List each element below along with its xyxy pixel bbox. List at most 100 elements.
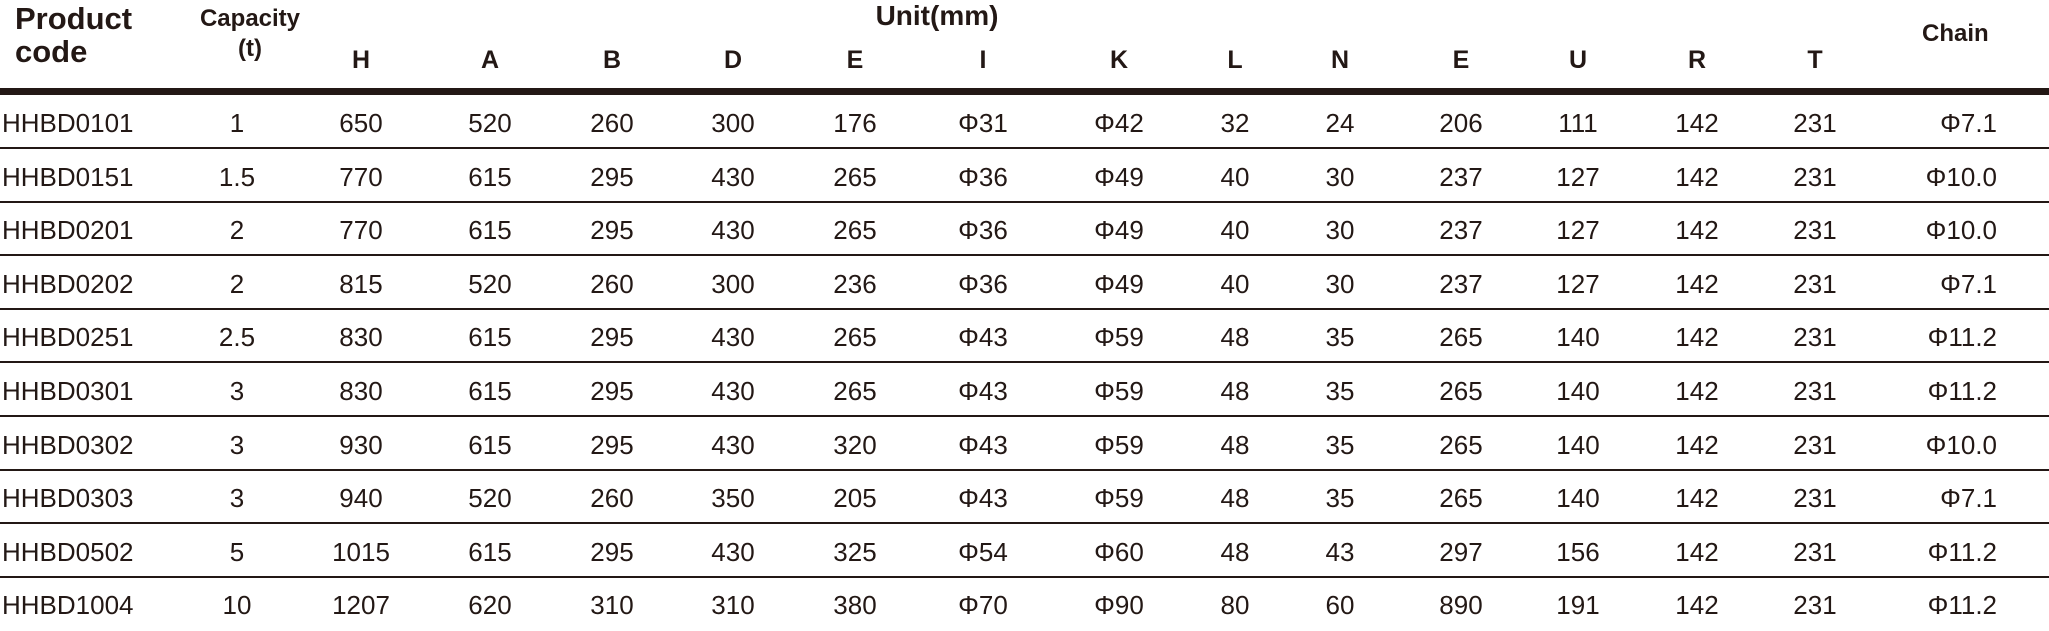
- header-unit: Unit(mm): [875, 0, 999, 31]
- column-header: A: [480, 46, 500, 74]
- dimension-cell: 430: [711, 429, 755, 460]
- product-code-cell: HHBD0301: [2, 376, 134, 406]
- dimension-cell: 32: [1220, 108, 1250, 138]
- capacity-cell: 1.5: [218, 161, 256, 192]
- dimension-cell: 140: [1556, 376, 1600, 406]
- column-header: U: [1568, 46, 1588, 74]
- dimension-cell: 930: [339, 429, 383, 460]
- dimension-cell: 231: [1793, 429, 1837, 460]
- dimension-cell: 430: [711, 536, 755, 567]
- dimension-cell: 80: [1220, 590, 1250, 621]
- table-row: HHBD1004 10 1207 620 310 310 380 Φ70 Φ90 80 60 890 1…: [0, 577, 2049, 631]
- dimension-cell: 142: [1675, 536, 1719, 567]
- dimension-cell: 30: [1325, 161, 1355, 192]
- capacity-cell: 2: [229, 268, 245, 299]
- dimension-cell: Φ43: [958, 376, 1008, 406]
- chain-cell: Φ7.1: [1940, 108, 1997, 138]
- dimension-cell: Φ60: [1094, 536, 1144, 567]
- chain-cell: Φ11.2: [1927, 590, 1997, 621]
- column-header: E: [846, 46, 864, 74]
- dimension-cell: 140: [1556, 429, 1600, 460]
- header-capacity: Capacity (t): [200, 4, 300, 64]
- capacity-cell: 3: [229, 376, 245, 406]
- dimension-cell: 35: [1325, 429, 1355, 460]
- header-divider: [0, 88, 2049, 95]
- row-divider: [0, 522, 2049, 525]
- column-header: I: [979, 46, 987, 74]
- product-code-cell: HHBD0303: [2, 483, 134, 514]
- header-capacity-line1: Capacity: [199, 5, 301, 32]
- dimension-cell: 231: [1793, 322, 1837, 353]
- product-code-cell: HHBD0101: [2, 108, 134, 138]
- dimension-cell: 142: [1675, 429, 1719, 460]
- dimension-cell: 295: [590, 429, 634, 460]
- header-product-code-line1: Product: [15, 1, 133, 36]
- dimension-cell: 156: [1556, 536, 1600, 567]
- dimension-cell: 615: [468, 536, 512, 567]
- chain-cell: Φ10.0: [1925, 161, 1997, 192]
- dimension-cell: Φ36: [958, 268, 1008, 299]
- dimension-cell: 520: [468, 483, 512, 514]
- dimension-cell: 325: [833, 536, 877, 567]
- dimension-cell: 310: [711, 590, 755, 621]
- chain-cell: Φ11.2: [1927, 322, 1997, 353]
- column-header: E: [1452, 46, 1470, 74]
- table-row: HHBD0502 5 1015 615 295 430 325 Φ54 Φ60 48 43 297 15…: [0, 524, 2049, 578]
- row-divider: [0, 200, 2049, 203]
- table-row: HHBD0101 1 650 520 260 300 176 Φ31 Φ42 32 24 206 111…: [0, 95, 2049, 149]
- dimension-cell: 231: [1793, 108, 1837, 138]
- dimension-cell: Φ36: [958, 215, 1008, 246]
- dimension-cell: 142: [1675, 376, 1719, 406]
- dimension-cell: 30: [1325, 215, 1355, 246]
- dimension-cell: Φ59: [1094, 376, 1144, 406]
- dimension-cell: 40: [1220, 215, 1250, 246]
- product-code-cell: HHBD0151: [2, 161, 134, 192]
- dimension-cell: 231: [1793, 161, 1837, 192]
- dimension-cell: 231: [1793, 376, 1837, 406]
- dimension-cell: 142: [1675, 322, 1719, 353]
- dimension-cell: 206: [1439, 108, 1483, 138]
- dimension-cell: 295: [590, 161, 634, 192]
- dimension-cell: Φ43: [958, 483, 1008, 514]
- dimension-cell: Φ43: [958, 429, 1008, 460]
- chain-cell: Φ7.1: [1940, 268, 1997, 299]
- table-row: HHBD0151 1.5 770 615 295 430 265 Φ36 Φ49 40 30 237 1…: [0, 149, 2049, 203]
- dimension-cell: 297: [1439, 536, 1483, 567]
- dimension-cell: 40: [1220, 268, 1250, 299]
- dimension-cell: 237: [1439, 268, 1483, 299]
- dimension-cell: 231: [1793, 590, 1837, 621]
- table-row: HHBD0301 3 830 615 295 430 265 Φ43 Φ59 48 35 265 140…: [0, 363, 2049, 417]
- row-divider: [0, 575, 2049, 578]
- dimension-cell: 520: [468, 108, 512, 138]
- dimension-cell: 237: [1439, 215, 1483, 246]
- chain-cell: Φ11.2: [1927, 536, 1997, 567]
- dimension-cell: 650: [339, 108, 383, 138]
- dimension-cell: 142: [1675, 590, 1719, 621]
- dimension-cell: Φ70: [958, 590, 1008, 621]
- dimension-cell: 265: [1439, 483, 1483, 514]
- dimension-cell: 770: [339, 161, 383, 192]
- chain-cell: Φ10.0: [1925, 215, 1997, 246]
- dimension-cell: 260: [590, 108, 634, 138]
- dimension-cell: 48: [1220, 429, 1250, 460]
- dimension-cell: 300: [711, 268, 755, 299]
- dimension-cell: 127: [1556, 161, 1600, 192]
- row-divider: [0, 307, 2049, 310]
- dimension-cell: 265: [1439, 322, 1483, 353]
- table-row: HHBD0201 2 770 615 295 430 265 Φ36 Φ49 40 30 237 127…: [0, 202, 2049, 257]
- capacity-cell: 3: [229, 483, 245, 514]
- dimension-cell: Φ31: [958, 108, 1008, 138]
- dimension-cell: 620: [468, 590, 512, 621]
- dimension-cell: Φ49: [1094, 268, 1144, 299]
- table-row: HHBD0302 3 930 615 295 430 320 Φ43 Φ59 48 35 265 140…: [0, 417, 2049, 471]
- row-divider: [0, 254, 2049, 257]
- dimension-cell: 815: [339, 268, 383, 299]
- dimension-cell: 770: [339, 215, 383, 246]
- row-divider: [0, 468, 2049, 471]
- dimension-cell: 295: [590, 322, 634, 353]
- dimension-cell: 142: [1675, 215, 1719, 246]
- dimension-cell: 380: [833, 590, 877, 621]
- dimension-cell: 430: [711, 322, 755, 353]
- dimension-cell: 265: [833, 322, 877, 353]
- dimension-cell: 940: [339, 483, 383, 514]
